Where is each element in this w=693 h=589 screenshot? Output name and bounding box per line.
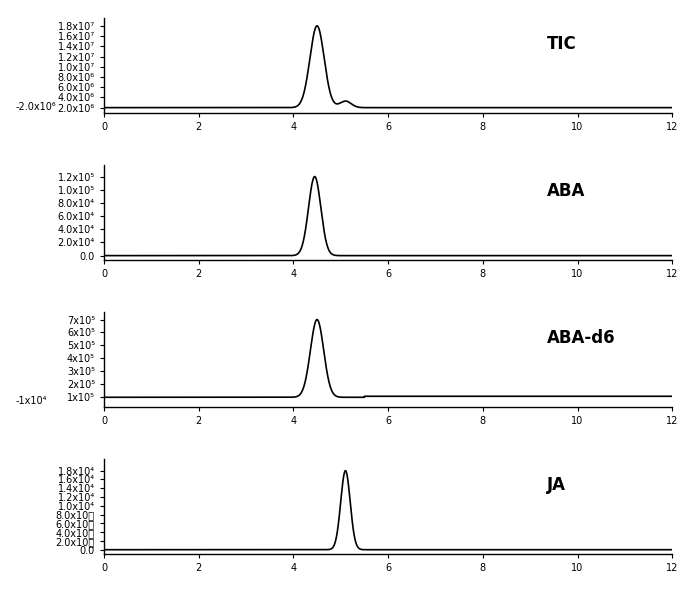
Text: JA: JA: [547, 477, 566, 494]
Text: ABA: ABA: [547, 182, 586, 200]
Text: ABA-d6: ABA-d6: [547, 329, 616, 348]
Text: -2.0x10⁶: -2.0x10⁶: [16, 102, 57, 112]
Text: TIC: TIC: [547, 35, 577, 53]
Text: -1x10⁴: -1x10⁴: [16, 396, 47, 406]
